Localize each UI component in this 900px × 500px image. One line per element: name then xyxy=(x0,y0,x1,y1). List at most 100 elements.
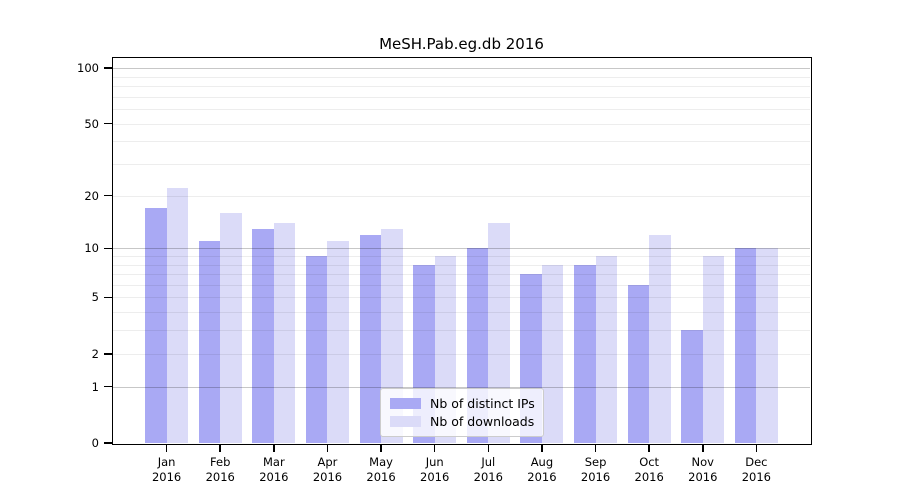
x-tick-year: 2016 xyxy=(634,469,664,484)
bar-ips-mar xyxy=(252,228,274,443)
minor-gridline xyxy=(113,330,810,332)
y-tick-label: 20 xyxy=(84,188,99,203)
x-tick xyxy=(273,444,275,452)
x-tick xyxy=(648,444,650,452)
x-tick-month: Dec xyxy=(745,455,768,469)
x-tick xyxy=(219,444,221,452)
y-tick-label: 1 xyxy=(91,379,99,394)
x-tick-year: 2016 xyxy=(420,469,450,484)
x-tick-label: Jan 2016 xyxy=(135,455,199,484)
y-tick-label: 10 xyxy=(84,241,99,256)
major-gridline xyxy=(113,68,810,70)
x-tick-label: Apr 2016 xyxy=(295,455,359,484)
x-tick-month: Nov xyxy=(691,455,714,469)
x-tick-label: Sep 2016 xyxy=(564,455,628,484)
minor-gridline xyxy=(113,96,810,98)
y-tick xyxy=(104,296,112,299)
legend-swatch-downloads xyxy=(390,416,421,427)
y-tick xyxy=(104,353,112,355)
y-tick xyxy=(104,122,112,125)
minor-gridline xyxy=(113,297,810,299)
bar-downloads-dec xyxy=(756,248,778,443)
x-tick-year: 2016 xyxy=(688,469,718,484)
x-tick-label: Aug 2016 xyxy=(510,455,574,484)
minor-gridline xyxy=(113,195,810,197)
minor-gridline xyxy=(113,274,810,276)
minor-gridline xyxy=(113,76,810,78)
x-tick xyxy=(326,444,329,452)
x-tick-year: 2016 xyxy=(580,469,611,484)
minor-gridline xyxy=(113,164,810,166)
bar-ips-feb xyxy=(198,241,221,443)
bar-ips-apr xyxy=(305,256,328,443)
x-tick-month: May xyxy=(369,455,393,469)
x-tick-month: Aug xyxy=(530,455,554,469)
x-tick-month: Apr xyxy=(317,455,338,469)
x-tick xyxy=(594,444,597,452)
x-tick-year: 2016 xyxy=(473,469,503,484)
x-tick-month: Feb xyxy=(210,455,231,469)
bar-ips-nov xyxy=(681,330,703,443)
bar-ips-jan xyxy=(145,208,167,443)
x-tick-month: Sep xyxy=(584,455,607,469)
x-tick-label: Mar 2016 xyxy=(242,455,306,484)
x-tick-year: 2016 xyxy=(151,469,182,484)
y-tick xyxy=(104,194,112,197)
x-tick-label: Feb 2016 xyxy=(188,455,252,484)
minor-gridline xyxy=(113,264,810,266)
bar-ips-sep xyxy=(574,264,596,443)
x-tick xyxy=(541,444,543,452)
y-tick xyxy=(104,442,112,444)
x-tick-month: Jan xyxy=(157,455,176,469)
bar-ips-may xyxy=(359,234,382,443)
legend-label-downloads: Nb of downloads xyxy=(430,413,535,429)
x-tick-label: Jul 2016 xyxy=(456,455,520,484)
y-tick xyxy=(104,67,112,69)
bar-downloads-nov xyxy=(702,256,725,443)
x-tick-year: 2016 xyxy=(741,469,772,484)
minor-gridline xyxy=(113,141,810,143)
plot-area: Nb of distinct IPs Nb of downloads 100 50… xyxy=(77,56,812,484)
x-tick xyxy=(702,444,704,452)
legend: Nb of distinct IPs Nb of downloads xyxy=(380,388,544,437)
x-tick xyxy=(380,444,382,452)
x-tick-label: Jun 2016 xyxy=(403,455,467,484)
x-tick xyxy=(433,444,436,452)
bar-downloads-jan xyxy=(166,188,189,443)
x-tick-year: 2016 xyxy=(205,469,235,484)
y-tick-label: 0 xyxy=(91,436,99,450)
x-tick-label: Oct 2016 xyxy=(617,455,681,484)
legend-item-downloads: Nb of downloads xyxy=(381,413,543,429)
x-tick-label: May 2016 xyxy=(349,455,413,484)
minor-gridline xyxy=(113,86,810,88)
x-tick-year: 2016 xyxy=(259,469,289,484)
x-tick-year: 2016 xyxy=(366,469,396,484)
x-tick xyxy=(165,444,168,452)
minor-gridline xyxy=(113,312,810,314)
bar-ips-oct xyxy=(627,284,650,443)
minor-gridline xyxy=(113,109,810,111)
bar-downloads-feb xyxy=(220,212,242,443)
y-tick xyxy=(104,247,112,249)
x-tick xyxy=(755,444,758,452)
x-tick-month: Mar xyxy=(262,455,285,469)
x-tick-label: Nov 2016 xyxy=(671,455,735,484)
bar-downloads-aug xyxy=(541,264,564,443)
bar-downloads-mar xyxy=(273,223,296,443)
minor-gridline xyxy=(113,123,810,125)
major-gridline xyxy=(113,386,810,388)
y-tick-label: 2 xyxy=(91,346,99,361)
x-tick-month: Jun xyxy=(425,455,444,469)
bar-downloads-oct xyxy=(649,234,671,443)
x-tick-year: 2016 xyxy=(527,469,557,484)
y-tick-label: 5 xyxy=(91,290,99,305)
major-gridline xyxy=(113,248,810,250)
bar-downloads-apr xyxy=(327,241,349,443)
x-tick-month: Jul xyxy=(481,455,496,469)
minor-gridline xyxy=(113,284,810,286)
legend-item-distinct-ips: Nb of distinct IPs xyxy=(381,396,543,411)
y-tick-label: 50 xyxy=(84,116,99,131)
chart-title: MeSH.Pab.eg.db 2016 xyxy=(379,35,544,53)
y-tick-label: 100 xyxy=(77,61,99,76)
